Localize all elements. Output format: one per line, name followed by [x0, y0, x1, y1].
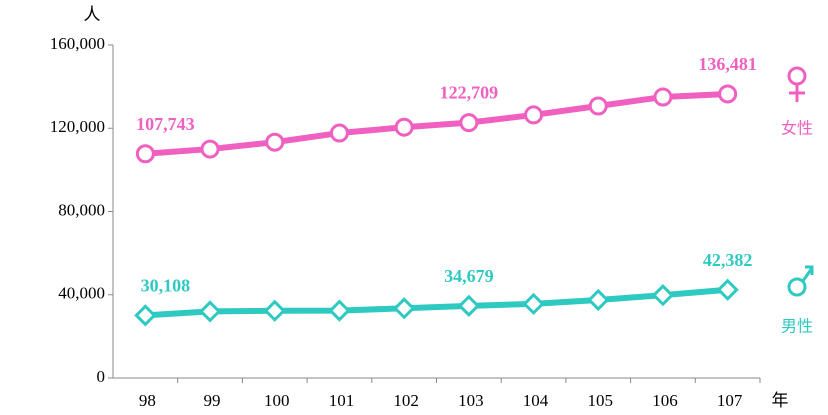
x-tick-label: 106	[652, 391, 678, 410]
x-tick-label: 107	[717, 391, 743, 410]
x-tick-label: 100	[264, 391, 290, 410]
marker	[328, 299, 351, 322]
marker	[329, 123, 349, 143]
marker	[588, 96, 608, 116]
y-tick-label: 40,000	[58, 284, 105, 303]
marker	[198, 300, 222, 323]
marker	[716, 278, 739, 301]
male-icon	[787, 265, 814, 297]
marker	[459, 113, 479, 133]
marker	[651, 284, 675, 307]
x-tick-label: 98	[139, 391, 156, 410]
x-tick-label: 105	[588, 391, 614, 410]
x-axis-label: 年	[772, 391, 789, 410]
marker	[393, 297, 416, 320]
marker	[457, 294, 480, 317]
series-line	[145, 286, 728, 319]
marker	[718, 84, 738, 104]
female-icon	[787, 66, 807, 102]
marker	[587, 288, 610, 312]
marker	[522, 292, 545, 316]
x-tick-label: 103	[458, 391, 484, 410]
legend-label: 女性	[781, 119, 813, 138]
y-tick-label: 120,000	[50, 117, 105, 136]
legend-label: 男性	[781, 317, 813, 335]
value-label: 42,382	[703, 250, 753, 270]
x-tick-label: 102	[393, 391, 419, 410]
marker	[394, 117, 414, 137]
y-tick-label: 0	[97, 367, 106, 386]
y-tick-label: 160,000	[50, 34, 105, 53]
x-tick-label: 101	[329, 391, 355, 410]
value-label: 122,709	[440, 83, 499, 103]
value-label: 136,481	[698, 54, 757, 74]
value-label: 34,679	[444, 266, 494, 286]
value-label: 107,743	[136, 114, 195, 134]
marker	[524, 105, 544, 125]
y-axis-label: 人	[84, 5, 101, 24]
y-tick-label: 80,000	[58, 200, 105, 219]
marker	[653, 87, 673, 107]
value-label: 30,108	[141, 275, 191, 295]
x-tick-label: 99	[204, 391, 221, 410]
marker	[265, 132, 285, 152]
series-line	[145, 90, 728, 157]
marker	[135, 144, 155, 164]
x-tick-label: 104	[523, 391, 549, 410]
marker	[263, 299, 286, 322]
marker	[200, 139, 220, 159]
marker	[134, 304, 157, 327]
